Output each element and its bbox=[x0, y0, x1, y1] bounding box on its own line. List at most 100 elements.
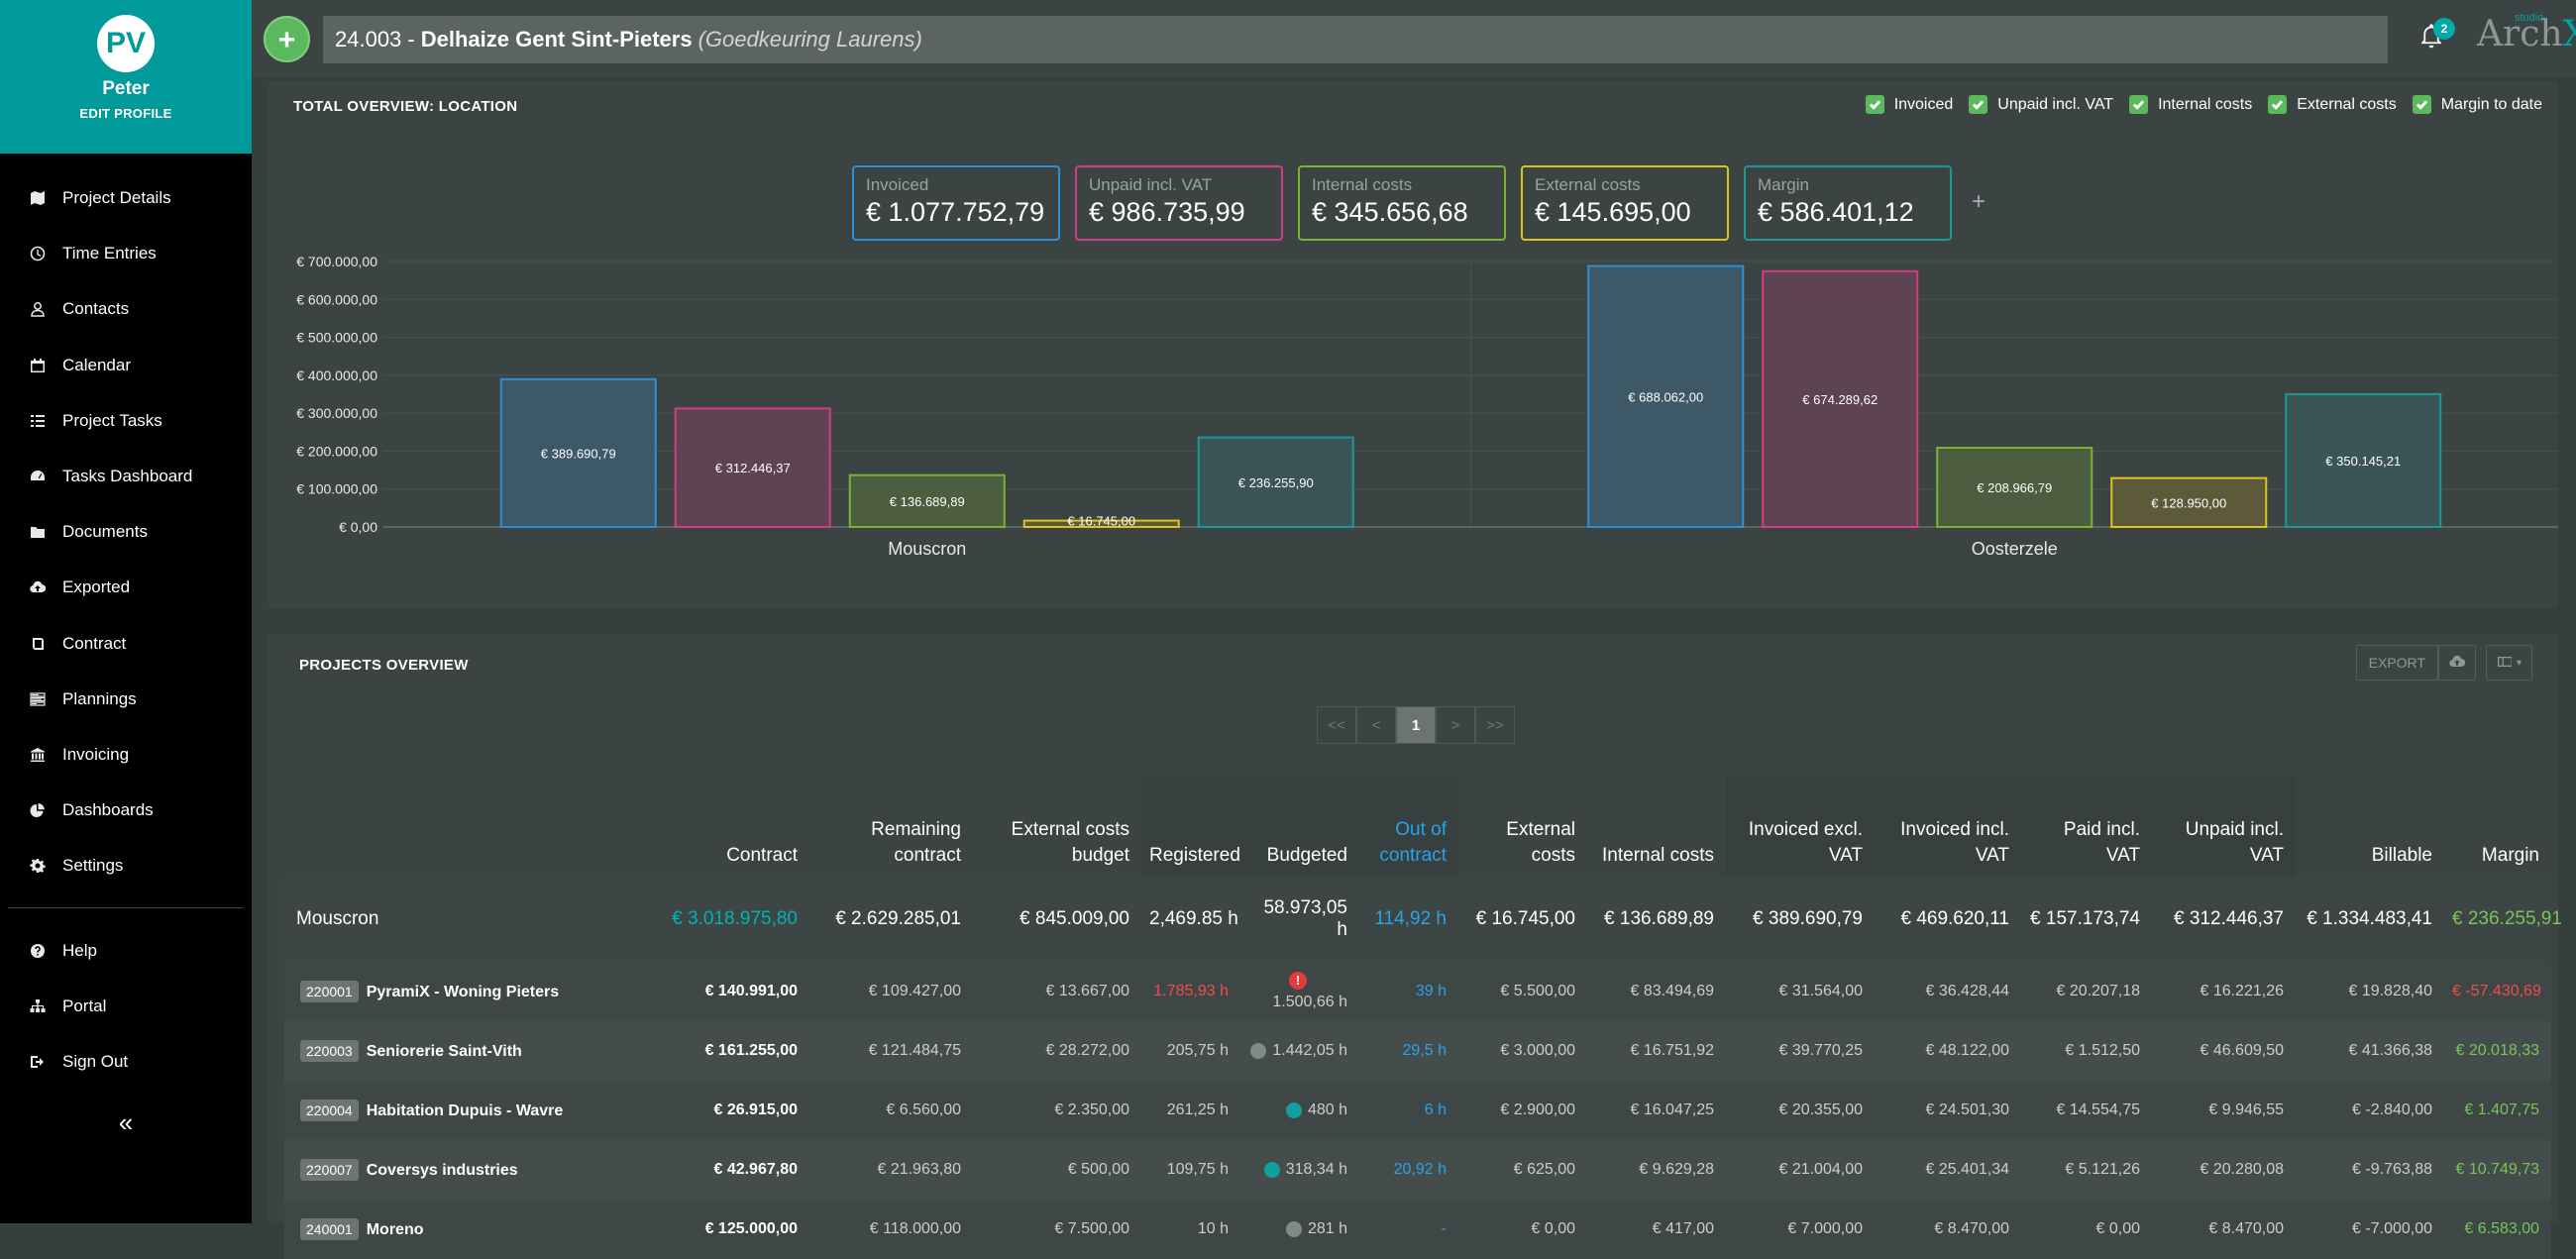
status-dot-icon bbox=[1285, 1102, 1302, 1118]
cell-contract: € 125.000,00 bbox=[646, 1200, 809, 1259]
kpi-invoiced: Invoiced € 1.077.752,79 bbox=[852, 165, 1060, 241]
legend-label: Invoiced bbox=[1893, 95, 1954, 113]
sidebar-item-project-tasks[interactable]: Project Tasks bbox=[0, 393, 252, 449]
col-header-invoiced-incl-vat[interactable]: Invoiced incl. VAT bbox=[1875, 778, 2021, 877]
sidebar-item-exported[interactable]: Exported bbox=[0, 560, 252, 615]
legend-toggle-margin[interactable]: Margin to date bbox=[2412, 95, 2542, 114]
collapse-sidebar-button[interactable]: « bbox=[118, 1107, 134, 1137]
legend-toggle-internal-costs[interactable]: Internal costs bbox=[2129, 95, 2252, 114]
cell-project[interactable]: 220003 Seniorerie Saint-Vith bbox=[284, 1021, 646, 1081]
table-row[interactable]: 220001 PyramiX - Woning Pieters € 140.991… bbox=[284, 962, 2551, 1021]
bank-icon bbox=[30, 747, 46, 763]
cell-project[interactable]: 240001 Moreno bbox=[284, 1200, 646, 1259]
tasks-icon bbox=[30, 691, 46, 707]
col-header-billable[interactable]: Billable bbox=[2371, 845, 2432, 866]
col-header-margin[interactable]: Margin bbox=[2481, 845, 2539, 866]
sidebar-item-sign-out[interactable]: Sign Out bbox=[0, 1034, 252, 1090]
chart-bar bbox=[1197, 436, 1354, 528]
cloud-export-button[interactable] bbox=[2437, 645, 2476, 681]
next-page-button[interactable]: > bbox=[1436, 706, 1475, 744]
first-page-button[interactable]: << bbox=[1317, 706, 1356, 744]
cell-ext-budget: € 845.009,00 bbox=[973, 877, 1141, 962]
cell-billable: € 41.366,38 bbox=[2296, 1021, 2444, 1081]
edit-profile-link[interactable]: EDIT PROFILE bbox=[79, 106, 172, 121]
prev-page-button[interactable]: < bbox=[1356, 706, 1396, 744]
cell-project[interactable]: 220004 Habitation Dupuis - Wavre bbox=[284, 1081, 646, 1140]
legend-toggle-unpaid[interactable]: Unpaid incl. VAT bbox=[1969, 95, 2113, 114]
col-header-contract[interactable]: Contract bbox=[726, 845, 798, 866]
budgeted-value: 1.500,66 h bbox=[1272, 994, 1347, 1010]
add-kpi-button[interactable]: + bbox=[1972, 188, 1986, 215]
sidebar-item-help[interactable]: Help bbox=[0, 922, 252, 978]
kpi-value: € 345.656,68 bbox=[1312, 197, 1468, 227]
chart-data-label: € 136.689,89 bbox=[890, 494, 965, 509]
table-row[interactable]: 220007 Coversys industries € 42.967,80 € … bbox=[284, 1140, 2551, 1200]
cell-inv-excl: € 389.690,79 bbox=[1726, 877, 1875, 962]
kpi-external-costs: External costs € 145.695,00 bbox=[1521, 165, 1729, 241]
col-header-paid-incl-vat[interactable]: Paid incl. VAT bbox=[2021, 778, 2152, 877]
chart-y-tick-label: € 0,00 bbox=[339, 519, 377, 535]
sidebar-item-documents[interactable]: Documents bbox=[0, 504, 252, 560]
cell-billable: € -9.763,88 bbox=[2296, 1140, 2444, 1200]
legend-label: Unpaid incl. VAT bbox=[1997, 95, 2114, 113]
sidebar-item-calendar[interactable]: Calendar bbox=[0, 338, 252, 393]
sidebar-item-dashboards[interactable]: Dashboards bbox=[0, 783, 252, 838]
cell-budgeted: 1.442,05 h bbox=[1240, 1021, 1359, 1081]
col-header-internal-costs[interactable]: Internal costs bbox=[1602, 845, 1714, 866]
cell-margin: € 1.407,75 bbox=[2444, 1081, 2551, 1140]
sidebar-item-label: Plannings bbox=[62, 688, 137, 708]
col-header-registered[interactable]: Registered bbox=[1141, 778, 1240, 877]
budgeted-value: 318,34 h bbox=[1285, 1161, 1347, 1178]
chart-data-label: € 389.690,79 bbox=[541, 446, 616, 461]
cell-project[interactable]: 220007 Coversys industries bbox=[284, 1140, 646, 1200]
chart-y-tick-label: € 100.000,00 bbox=[296, 481, 377, 497]
col-header-external-costs[interactable]: External costs bbox=[1506, 819, 1575, 866]
col-header-invoiced-excl-vat[interactable]: Invoiced excl. VAT bbox=[1726, 778, 1875, 877]
chart-data-label: € 16.745,00 bbox=[1067, 514, 1135, 529]
table-row[interactable]: 240001 Moreno € 125.000,00 € 118.000,00 €… bbox=[284, 1200, 2551, 1259]
col-header-remaining-contract[interactable]: Remaining contract bbox=[871, 819, 961, 866]
kpi-label: Internal costs bbox=[1312, 175, 1413, 194]
cell-registered: 261,25 h bbox=[1141, 1081, 1240, 1140]
cell-project[interactable]: 220001 PyramiX - Woning Pieters bbox=[284, 962, 646, 1021]
notifications-button[interactable]: 2 bbox=[2417, 18, 2455, 53]
project-title-bar[interactable]: 24.003 - Delhaize Gent Sint-Pieters (Goe… bbox=[323, 16, 2388, 63]
sidebar-item-contract[interactable]: Contract bbox=[0, 616, 252, 672]
col-header-budgeted[interactable]: Budgeted bbox=[1240, 778, 1359, 877]
projects-toolbar: EXPORT ▾ bbox=[2355, 645, 2532, 681]
sidebar-item-settings[interactable]: Settings bbox=[0, 838, 252, 893]
avatar[interactable]: PV bbox=[97, 15, 155, 72]
sidebar-item-plannings[interactable]: Plannings bbox=[0, 672, 252, 727]
add-button[interactable]: + bbox=[264, 16, 310, 62]
sidebar-item-time-entries[interactable]: Time Entries bbox=[0, 226, 252, 281]
col-header-external-costs-budget[interactable]: External costs budget bbox=[1011, 819, 1129, 866]
sidebar-item-project-details[interactable]: Project Details bbox=[0, 170, 252, 226]
table-row[interactable]: 220003 Seniorerie Saint-Vith € 161.255,00… bbox=[284, 1021, 2551, 1081]
sidebar-item-portal[interactable]: Portal bbox=[0, 979, 252, 1034]
col-header-out-of-contract[interactable]: Out of contract bbox=[1359, 778, 1458, 877]
budgeted-value: 480 h bbox=[1307, 1102, 1347, 1118]
cell-int-costs: € 9.629,28 bbox=[1587, 1140, 1726, 1200]
table-row[interactable]: 220004 Habitation Dupuis - Wavre € 26.915… bbox=[284, 1081, 2551, 1140]
columns-toggle-button[interactable]: ▾ bbox=[2485, 645, 2532, 681]
chart-x-tick-label: Mouscron bbox=[888, 539, 966, 559]
sidebar-item-contacts[interactable]: Contacts bbox=[0, 281, 252, 337]
list-icon bbox=[30, 413, 46, 429]
page-1-button[interactable]: 1 bbox=[1396, 706, 1436, 744]
cell-out-of-contract: 20,92 h bbox=[1359, 1140, 1458, 1200]
cell-margin: € 6.583,00 bbox=[2444, 1200, 2551, 1259]
last-page-button[interactable]: >> bbox=[1475, 706, 1515, 744]
sidebar-item-invoicing[interactable]: Invoicing bbox=[0, 727, 252, 783]
cell-ext-costs: € 2.900,00 bbox=[1458, 1081, 1587, 1140]
legend-toggle-external-costs[interactable]: External costs bbox=[2268, 95, 2397, 114]
kpi-margin: Margin € 586.401,12 bbox=[1744, 165, 1952, 241]
alert-icon[interactable]: ! bbox=[1289, 972, 1307, 990]
status-dot-icon bbox=[1285, 1220, 1302, 1237]
col-header-unpaid-incl-vat[interactable]: Unpaid incl. VAT bbox=[2152, 778, 2296, 877]
chart-data-label: € 128.950,00 bbox=[2151, 495, 2226, 510]
export-button[interactable]: EXPORT bbox=[2355, 645, 2438, 681]
project-code: 220004 bbox=[300, 1100, 359, 1121]
table-group-row[interactable]: Mouscron € 3.018.975,80 € 2.629.285,01 €… bbox=[284, 877, 2562, 962]
sidebar-item-tasks-dashboard[interactable]: Tasks Dashboard bbox=[0, 449, 252, 504]
legend-toggle-invoiced[interactable]: Invoiced bbox=[1865, 95, 1954, 114]
